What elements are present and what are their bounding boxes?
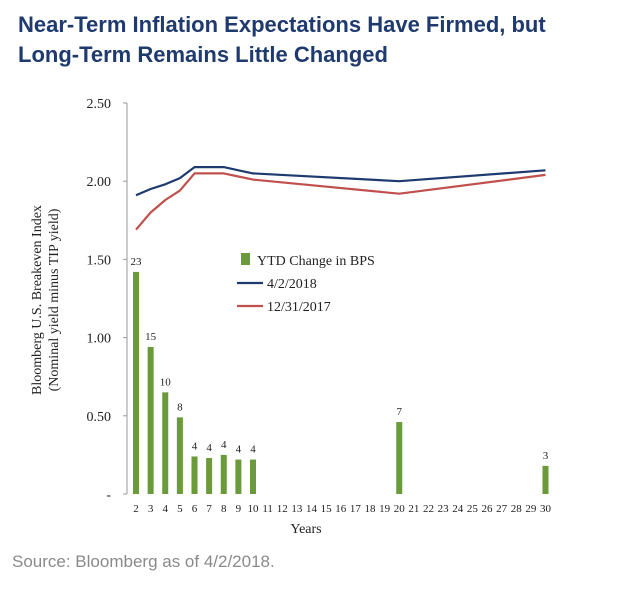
- bar-data-label: 4: [192, 440, 198, 452]
- x-tick-label: 10: [248, 503, 260, 515]
- x-tick-label: 26: [482, 503, 494, 515]
- legend-label: YTD Change in BPS: [257, 254, 375, 269]
- x-tick-label: 29: [525, 503, 537, 515]
- x-tick-label: 22: [423, 503, 434, 515]
- bar-data-label: 8: [177, 401, 183, 413]
- bar: [542, 465, 549, 494]
- bar: [206, 458, 213, 494]
- bar: [250, 459, 256, 494]
- x-tick-label: 21: [408, 503, 419, 515]
- bar-data-label: 4: [236, 444, 242, 456]
- bar: [396, 422, 403, 494]
- x-tick-label: 7: [206, 503, 212, 515]
- x-tick-label: 13: [291, 503, 303, 515]
- x-tick-label: 25: [467, 503, 479, 515]
- bar: [147, 346, 154, 494]
- x-tick-label: 30: [540, 503, 552, 515]
- chart-title: Near-Term Inflation Expectations Have Fi…: [18, 10, 618, 70]
- bar-data-label: 3: [543, 450, 549, 462]
- bar: [162, 392, 169, 494]
- x-tick-label: 8: [221, 503, 227, 515]
- bar-data-label: 15: [145, 331, 157, 343]
- x-tick-label: 18: [365, 503, 377, 515]
- y-tick-label: 0.50: [87, 410, 112, 425]
- bar-data-label: 4: [221, 439, 227, 451]
- chart-title-line-2: Long-Term Remains Little Changed: [18, 42, 388, 67]
- x-tick-label: 28: [511, 503, 523, 515]
- x-tick-label: 23: [438, 503, 450, 515]
- series-line: [135, 172, 546, 231]
- x-tick-label: 16: [335, 503, 347, 515]
- y-tick-label: -: [106, 488, 111, 503]
- x-tick-label: 17: [350, 503, 362, 515]
- bar: [191, 456, 198, 494]
- bar-data-label: 7: [397, 406, 403, 418]
- y-axis-title-line-1: Bloomberg U.S. Breakeven Index: [30, 205, 45, 395]
- x-tick-label: 5: [177, 503, 183, 515]
- x-tick-label: 24: [452, 503, 464, 515]
- bar: [235, 459, 242, 494]
- bar-data-label: 23: [131, 256, 143, 268]
- bar-data-label: 4: [206, 442, 212, 454]
- bar: [133, 271, 139, 494]
- legend-label: 4/2/2018: [267, 277, 317, 292]
- series-line: [135, 166, 546, 197]
- bar: [220, 454, 227, 494]
- x-tick-label: 20: [394, 503, 406, 515]
- source-note: Source: Bloomberg as of 4/2/2018.: [12, 552, 275, 571]
- x-tick-label: 14: [306, 503, 318, 515]
- x-tick-label: 19: [379, 503, 391, 515]
- y-tick-label: 2.00: [87, 175, 112, 190]
- y-axis-title-line-2: (Nominal yield minus TIP yield): [47, 208, 62, 391]
- x-tick-label: 9: [236, 503, 242, 515]
- x-tick-label: 11: [262, 503, 273, 515]
- bar-data-label: 4: [250, 444, 256, 456]
- y-tick-label: 1.50: [87, 253, 112, 268]
- legend-swatch-bar: [241, 253, 250, 265]
- x-tick-label: 15: [321, 503, 333, 515]
- legend-label: 12/31/2017: [267, 300, 331, 315]
- chart-canvas: -0.501.001.502.002.502 3 4 5 6 7 8 9 10 11 12 13 14 1…: [30, 97, 552, 537]
- y-tick-label: 1.00: [87, 332, 112, 347]
- x-tick-label: 3: [148, 503, 154, 515]
- x-tick-label: 6: [192, 503, 198, 515]
- bar: [176, 417, 183, 494]
- bar-data-label: 10: [160, 376, 172, 388]
- x-tick-label: 12: [277, 503, 288, 515]
- x-tick-label: 27: [496, 503, 508, 515]
- x-tick-label: 4: [163, 503, 169, 515]
- chart-title-line-1: Near-Term Inflation Expectations Have Fi…: [18, 12, 546, 37]
- x-axis-title: Years: [290, 522, 321, 537]
- x-tick-label: 2: [133, 503, 139, 515]
- y-tick-label: 2.50: [87, 97, 112, 112]
